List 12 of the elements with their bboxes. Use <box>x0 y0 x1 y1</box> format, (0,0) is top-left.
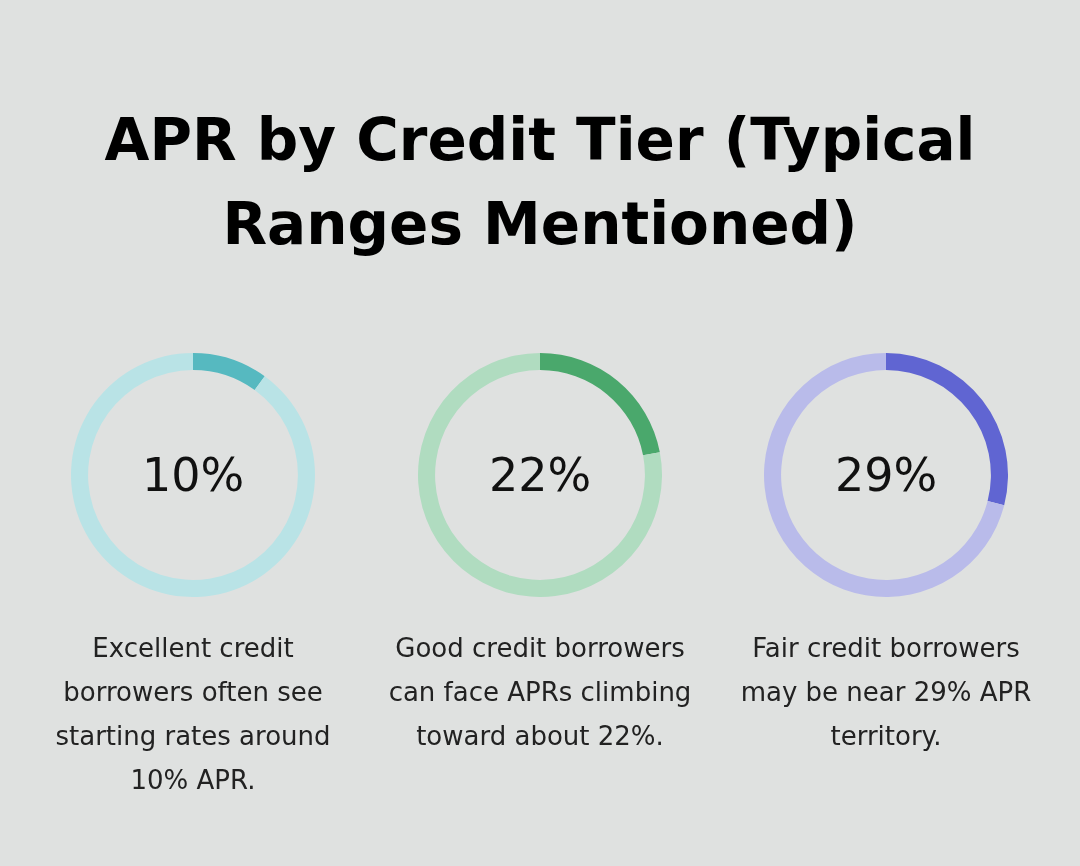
text: Good credit borrowers can face APRs climbing toward about 22%. <box>387 632 693 753</box>
text: 22% <box>489 448 592 502</box>
donut-slice <box>418 353 662 597</box>
text: Excellent credit borrowers often see starting rates around 10% APR. <box>54 632 332 797</box>
text: 10% <box>142 448 245 502</box>
text: 29% <box>835 448 938 502</box>
donut-slice <box>540 353 660 456</box>
donut-slice <box>764 353 1005 597</box>
text: APR by Credit Tier (Typical Ranges Mentioned) <box>103 105 977 260</box>
donut-slice <box>71 353 315 597</box>
text: Fair credit borrowers may be near 29% APR territory. <box>739 632 1033 753</box>
donut-slice <box>193 353 265 391</box>
